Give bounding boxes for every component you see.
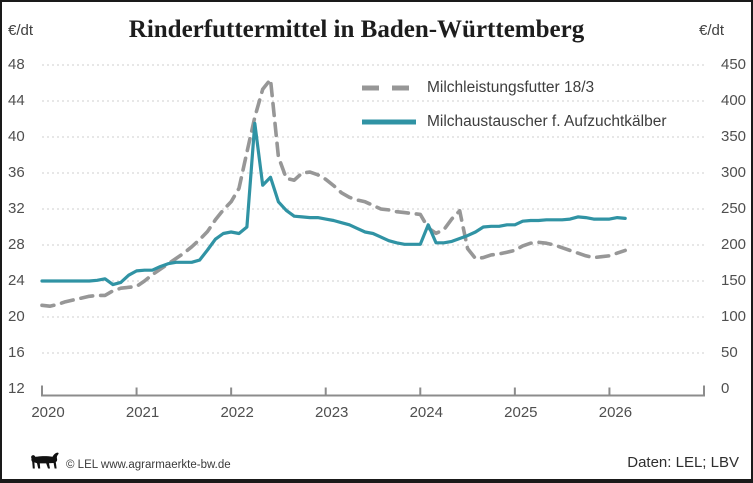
- left-axis-tick-label: 16: [8, 344, 25, 361]
- legend-item-milchaustauscher: Milchaustauscher f. Aufzuchtkälber: [360, 110, 667, 134]
- right-axis-tick-label: 200: [721, 236, 747, 253]
- legend-label-milchaustauscher: Milchaustauscher f. Aufzuchtkälber: [427, 113, 667, 130]
- right-axis-tick-label: 100: [721, 308, 747, 325]
- right-axis-unit-label: €/dt: [699, 22, 725, 39]
- left-axis-tick-label: 20: [8, 308, 25, 325]
- right-axis-tick-label: 300: [721, 164, 747, 181]
- left-axis-tick-label: 40: [8, 128, 25, 145]
- legend-label-milchleistungsfutter: Milchleistungsfutter 18/3: [427, 79, 595, 96]
- x-axis-line: [41, 385, 705, 397]
- chart-title: Rinderfuttermittel in Baden-Württemberg: [128, 16, 585, 43]
- series-line-milchleistungsfutter: [40, 77, 628, 309]
- data-source-text: Daten: LEL; LBV: [627, 454, 739, 471]
- x-axis-tick-label: 2020: [31, 404, 65, 421]
- right-axis-tick-label: 350: [721, 128, 747, 145]
- solid-line-swatch-icon: [362, 119, 416, 125]
- legend: Milchleistungsfutter 18/3 Milchaustausch…: [360, 76, 667, 144]
- right-axis-tick-label: 50: [721, 344, 738, 361]
- right-axis-tick-label: 450: [721, 56, 747, 73]
- x-axis-tick-label: 2021: [125, 404, 160, 421]
- left-axis-tick-label: 44: [8, 92, 25, 109]
- left-axis-tick-label: 32: [8, 200, 25, 217]
- left-axis-tick-label: 12: [8, 380, 25, 397]
- legend-item-milchleistungsfutter: Milchleistungsfutter 18/3: [360, 76, 667, 100]
- right-axis-tick-label: 0: [721, 380, 730, 397]
- left-axis-unit-label: €/dt: [8, 22, 34, 39]
- x-axis-tick-label: 2026: [598, 404, 633, 421]
- right-axis-tick-label: 150: [721, 272, 747, 289]
- copyright-text: © LEL www.agrarmaerkte-bw.de: [66, 459, 231, 471]
- x-axis-tick-label: 2025: [504, 404, 538, 421]
- dashed-line-swatch-icon: [362, 85, 416, 91]
- left-axis-tick-label: 36: [8, 164, 25, 181]
- right-axis-tick-label: 400: [721, 92, 747, 109]
- x-axis-tick-label: 2023: [315, 404, 349, 421]
- x-axis-tick-label: 2024: [409, 404, 443, 421]
- left-axis-tick-label: 28: [8, 236, 25, 253]
- series-line-milchaustauscher: [40, 121, 627, 287]
- left-axis-tick-label: 48: [8, 56, 25, 73]
- lel-lion-logo: [31, 452, 59, 469]
- left-axis-tick-label: 24: [8, 272, 25, 289]
- x-axis-tick-label: 2022: [220, 404, 254, 421]
- right-axis-tick-label: 250: [721, 200, 747, 217]
